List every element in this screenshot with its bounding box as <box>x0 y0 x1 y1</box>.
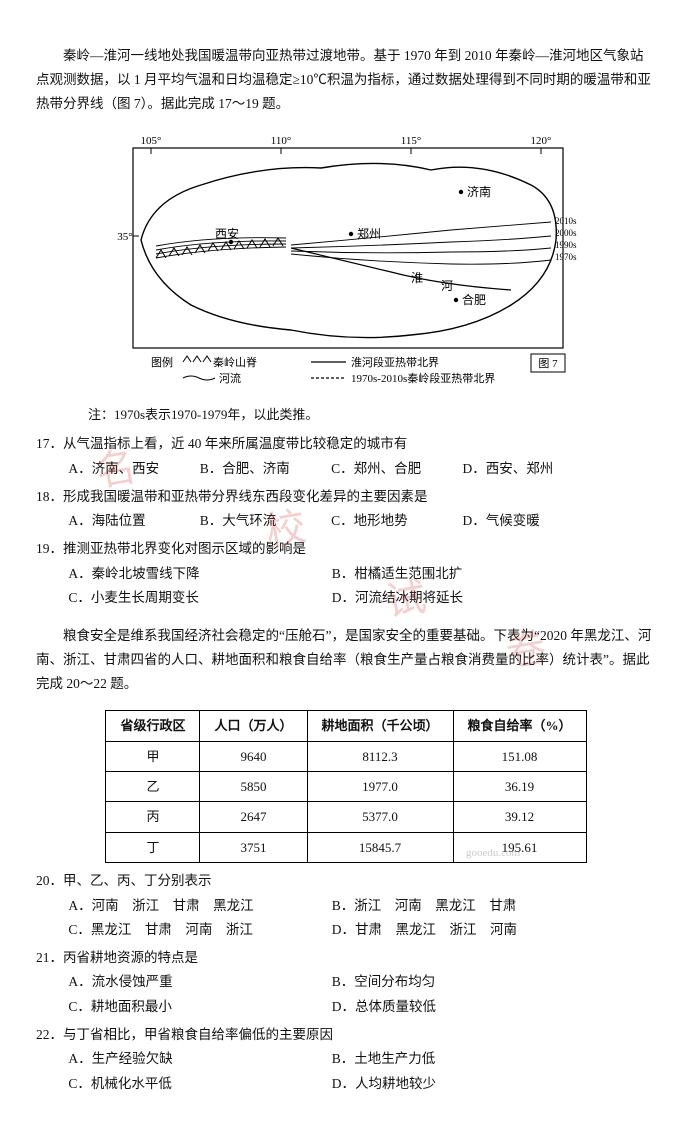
q17-opt-c[interactable]: C．郑州、合肥 <box>331 457 459 481</box>
svg-text:西安: 西安 <box>215 226 239 241</box>
figure-7-map: 105° 110° 115° 120° 35° 淮 河 2010s 2000s … <box>111 130 581 390</box>
svg-text:1990s: 1990s <box>555 240 577 250</box>
q18-opt-a[interactable]: A．海陆位置 <box>68 509 196 533</box>
q19-opt-d[interactable]: D．河流结冰期将延长 <box>332 586 592 610</box>
svg-text:淮: 淮 <box>411 271 423 285</box>
svg-text:图例: 图例 <box>151 355 173 369</box>
svg-text:1970s: 1970s <box>555 252 577 262</box>
q17-opt-a[interactable]: A．济南、西安 <box>68 457 196 481</box>
q21-options: A．流水侵蚀严重 B．空间分布均匀 C．耕地面积最小 D．总体质量较低 <box>36 970 656 1019</box>
svg-text:合肥: 合肥 <box>462 292 486 307</box>
question-18: 18．形成我国暖温带和亚热带分界线东西段变化差异的主要因素是 A．海陆位置 B．… <box>36 485 656 534</box>
question-19: 19．推测亚热带北界变化对图示区域的影响是 A．秦岭北坡雪线下降 B．柑橘适生范… <box>36 537 656 610</box>
q19-options: A．秦岭北坡雪线下降 B．柑橘适生范围北扩 C．小麦生长周期变长 D．河流结冰期… <box>36 562 656 611</box>
svg-text:110°: 110° <box>271 135 292 147</box>
question-17: 17．从气温指标上看，近 40 年来所属温度带比较稳定的城市有 A．济南、西安 … <box>36 432 656 481</box>
q18-opt-b[interactable]: B．大气环流 <box>200 509 328 533</box>
question-22: 22．与丁省相比，甲省粮食自给率偏低的主要原因 A．生产经验欠缺 B．土地生产力… <box>36 1023 656 1096</box>
th-rate: 粮食自给率（%） <box>453 711 586 741</box>
q22-opt-b[interactable]: B．土地生产力低 <box>332 1047 592 1071</box>
q22-stem: 22．与丁省相比，甲省粮食自给率偏低的主要原因 <box>36 1023 656 1047</box>
q18-stem: 18．形成我国暖温带和亚热带分界线东西段变化差异的主要因素是 <box>36 485 656 509</box>
th-area: 耕地面积（千公顷） <box>307 711 453 741</box>
q21-stem: 21．丙省耕地资源的特点是 <box>36 946 656 970</box>
intro-paragraph-2: 粮食安全是维系我国经济社会稳定的“压舱石”，是国家安全的重要基础。下表为“202… <box>36 624 656 697</box>
q17-opt-b[interactable]: B．合肥、济南 <box>200 457 328 481</box>
svg-text:河流: 河流 <box>219 371 241 385</box>
svg-text:35°: 35° <box>117 231 132 243</box>
svg-text:河: 河 <box>441 279 453 293</box>
page: { "intro1": "秦岭—淮河一线地处我国暖温带向亚热带过渡地带。基于 1… <box>36 44 656 1096</box>
question-20: 20．甲、乙、丙、丁分别表示 A．河南 浙江 甘肃 黑龙江 B．浙江 河南 黑龙… <box>36 869 656 942</box>
svg-text:1970s-2010s秦岭段亚热带北界: 1970s-2010s秦岭段亚热带北界 <box>351 371 495 385</box>
province-table: 省级行政区 人口（万人） 耕地面积（千公顷） 粮食自给率（%） 甲 9640 8… <box>105 710 586 863</box>
watermark-site: gooedu.com <box>466 844 520 864</box>
intro-paragraph-1: 秦岭—淮河一线地处我国暖温带向亚热带过渡地带。基于 1970 年到 2010 年… <box>36 44 656 117</box>
q21-opt-b[interactable]: B．空间分布均匀 <box>332 970 592 994</box>
q20-options: A．河南 浙江 甘肃 黑龙江 B．浙江 河南 黑龙江 甘肃 C．黑龙江 甘肃 河… <box>36 894 656 943</box>
svg-text:淮河段亚热带北界: 淮河段亚热带北界 <box>351 355 439 369</box>
q22-options: A．生产经验欠缺 B．土地生产力低 C．机械化水平低 D．人均耕地较少 <box>36 1047 656 1096</box>
q19-opt-b[interactable]: B．柑橘适生范围北扩 <box>332 562 592 586</box>
q21-opt-c[interactable]: C．耕地面积最小 <box>68 995 328 1019</box>
q22-opt-c[interactable]: C．机械化水平低 <box>68 1072 328 1096</box>
th-pop: 人口（万人） <box>200 711 307 741</box>
q21-opt-d[interactable]: D．总体质量较低 <box>332 995 592 1019</box>
q20-opt-c[interactable]: C．黑龙江 甘肃 河南 浙江 <box>68 918 328 942</box>
q19-stem: 19．推测亚热带北界变化对图示区域的影响是 <box>36 537 656 561</box>
svg-text:2010s: 2010s <box>555 216 577 226</box>
table-row: 乙 5850 1977.0 36.19 <box>106 772 586 802</box>
svg-text:120°: 120° <box>531 135 552 147</box>
question-21: 21．丙省耕地资源的特点是 A．流水侵蚀严重 B．空间分布均匀 C．耕地面积最小… <box>36 946 656 1019</box>
q22-opt-d[interactable]: D．人均耕地较少 <box>332 1072 592 1096</box>
q19-opt-c[interactable]: C．小麦生长周期变长 <box>68 586 328 610</box>
q19-opt-a[interactable]: A．秦岭北坡雪线下降 <box>68 562 328 586</box>
svg-text:105°: 105° <box>141 135 162 147</box>
q18-opt-d[interactable]: D．气候变暖 <box>463 509 591 533</box>
q21-opt-a[interactable]: A．流水侵蚀严重 <box>68 970 328 994</box>
q20-opt-b[interactable]: B．浙江 河南 黑龙江 甘肃 <box>332 894 592 918</box>
svg-text:秦岭山脊: 秦岭山脊 <box>213 355 257 369</box>
table-row: 甲 9640 8112.3 151.08 <box>106 741 586 771</box>
q22-opt-a[interactable]: A．生产经验欠缺 <box>68 1047 328 1071</box>
svg-text:郑州: 郑州 <box>357 226 381 241</box>
q17-stem: 17．从气温指标上看，近 40 年来所属温度带比较稳定的城市有 <box>36 432 656 456</box>
q20-opt-d[interactable]: D．甘肃 黑龙江 浙江 河南 <box>332 918 592 942</box>
q17-opt-d[interactable]: D．西安、郑州 <box>463 457 591 481</box>
svg-text:2000s: 2000s <box>555 228 577 238</box>
figure-note: 注：1970s表示1970-1979年，以此类推。 <box>36 403 656 426</box>
table-row: 丙 2647 5377.0 39.12 <box>106 802 586 832</box>
svg-text:图 7: 图 7 <box>538 357 558 370</box>
svg-text:115°: 115° <box>401 135 422 147</box>
q20-stem: 20．甲、乙、丙、丁分别表示 <box>36 869 656 893</box>
q20-opt-a[interactable]: A．河南 浙江 甘肃 黑龙江 <box>68 894 328 918</box>
q18-options: A．海陆位置 B．大气环流 C．地形地势 D．气候变暖 <box>36 509 656 533</box>
svg-text:济南: 济南 <box>467 184 491 199</box>
q18-opt-c[interactable]: C．地形地势 <box>331 509 459 533</box>
q17-options: A．济南、西安 B．合肥、济南 C．郑州、合肥 D．西安、郑州 <box>36 457 656 481</box>
th-region: 省级行政区 <box>106 711 200 741</box>
